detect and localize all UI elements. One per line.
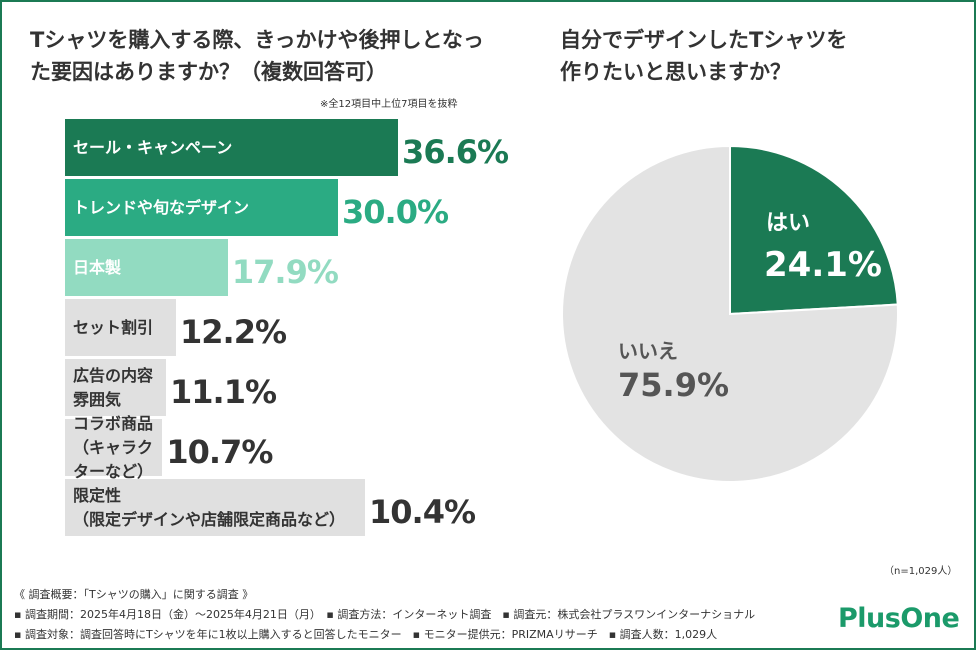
bar-category-label: 限定性 （限定デザインや店舗限定商品など） xyxy=(73,485,346,529)
bar-value-label: 12.2% xyxy=(180,312,287,351)
pie-slice-label: いいえ xyxy=(618,339,678,363)
bar: 限定性 （限定デザインや店舗限定商品など） xyxy=(65,479,365,536)
bar-chart-note: ※全12項目中上位7項目を抜粋 xyxy=(320,99,458,110)
bar: トレンドや旬なデザイン xyxy=(65,179,338,236)
bar-category-label: トレンドや旬なデザイン xyxy=(73,197,250,217)
pie-slice xyxy=(561,144,899,483)
pie-slice-value: 75.9% xyxy=(618,366,729,404)
bar: セット割引 xyxy=(65,299,177,356)
bar-value-label: 10.7% xyxy=(166,432,273,471)
bar-value-label: 10.4% xyxy=(369,492,476,531)
bar-value-label: 17.9% xyxy=(231,252,339,291)
pie-chart-title-line-2: 作りたいと思いますか？ xyxy=(560,60,791,84)
pie-chart-title: 自分でデザインしたTシャツを 作りたいと思いますか？ xyxy=(560,24,847,88)
bar-chart-title-line-1: Tシャツを購入する際、きっかけや後押しとなっ xyxy=(30,28,484,52)
bar: 日本製 xyxy=(65,239,228,296)
bar: 広告の内容 雰囲気 xyxy=(65,359,166,416)
bar-value-label: 30.0% xyxy=(342,192,449,231)
pie-slice-label: はい xyxy=(766,211,810,236)
bar: コラボ商品 （キャラクターなど） xyxy=(65,414,163,481)
bar-value-label: 36.6% xyxy=(402,132,509,171)
plusone-logo: PlusOne xyxy=(838,603,960,634)
bar-chart-title: Tシャツを購入する際、きっかけや後押しとなっ た要因はありますか？（複数回答可） xyxy=(30,24,484,88)
footer-line-1: 《 調査概要：「Tシャツの購入」に関する調査 》 xyxy=(14,588,254,601)
sample-size-note: （n=1,029人） xyxy=(884,566,958,577)
bar-value-label: 11.1% xyxy=(170,372,277,411)
bar-category-label: セット割引 xyxy=(73,317,154,337)
bar-category-label: コラボ商品 （キャラクターなど） xyxy=(73,413,154,481)
survey-footer: 《 調査概要：「Tシャツの購入」に関する調査 》 ▪ 調査期間：2025年4月1… xyxy=(14,585,755,645)
footer-line-3: ▪ 調査対象：調査回答時にTシャツを年に1枚以上購入すると回答したモニター ▪ … xyxy=(14,628,718,641)
pie-chart-title-line-1: 自分でデザインしたTシャツを xyxy=(560,28,848,52)
bar: セール・キャンペーン xyxy=(65,119,399,176)
pie-slice xyxy=(729,144,899,316)
bar-category-label: セール・キャンペーン xyxy=(73,137,233,157)
bar-category-label: 広告の内容 雰囲気 xyxy=(73,365,154,409)
bar-chart-title-line-2: た要因はありますか？（複数回答可） xyxy=(30,60,387,84)
pie-slice-value: 24.1% xyxy=(764,245,882,285)
footer-line-2: ▪ 調査期間：2025年4月18日（金）～2025年4月21日（月） ▪ 調査方… xyxy=(14,608,756,621)
bar-category-label: 日本製 xyxy=(73,257,122,277)
